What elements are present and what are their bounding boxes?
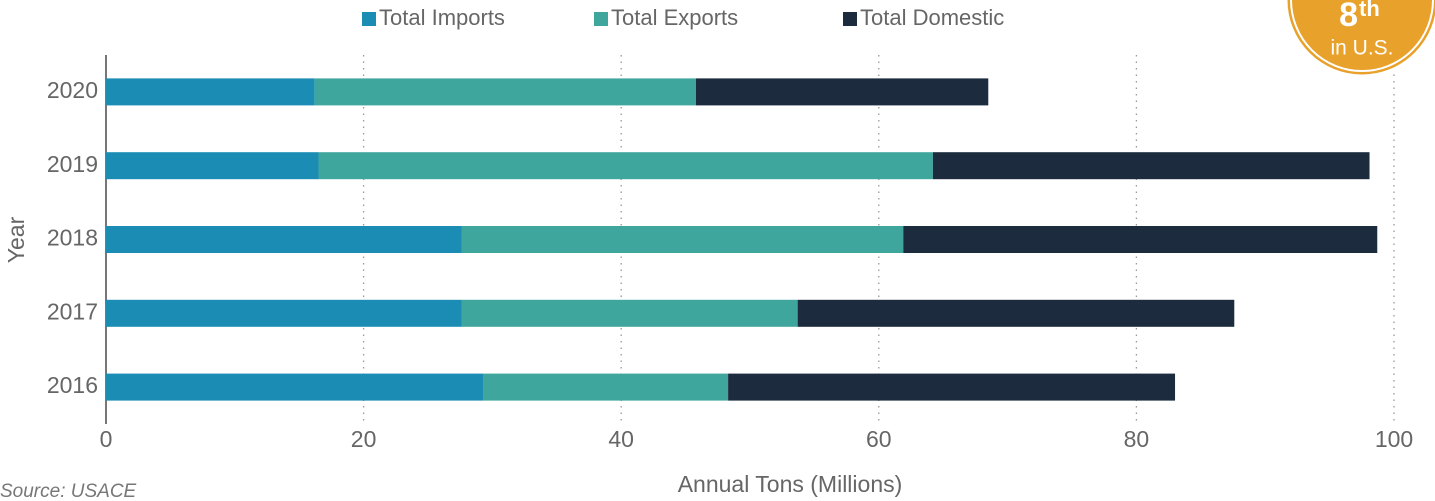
bar-segment xyxy=(461,299,798,327)
y-tick-label: 2018 xyxy=(47,225,98,251)
bar-segment xyxy=(318,152,933,180)
y-tick-label: 2016 xyxy=(47,372,98,398)
legend-swatch xyxy=(594,12,608,26)
y-tick-label: 2020 xyxy=(47,77,98,103)
legend-label: Total Exports xyxy=(611,5,738,30)
x-tick-label: 60 xyxy=(866,426,892,452)
x-tick-label: 40 xyxy=(608,426,634,452)
badge-circle xyxy=(1284,0,1435,78)
bar-segment xyxy=(728,373,1176,401)
x-axis-label: Annual Tons (Millions) xyxy=(678,471,903,497)
bar-segment xyxy=(903,226,1378,253)
badge-ring xyxy=(1290,0,1434,72)
badge: 8 th in U.S. xyxy=(1284,0,1435,78)
x-tick-label: 0 xyxy=(100,426,113,452)
bar-segment xyxy=(483,373,729,401)
bar-segment xyxy=(314,78,696,106)
bar-segment xyxy=(461,226,904,253)
bar-segment xyxy=(106,152,319,180)
y-tick-label: 2017 xyxy=(47,298,98,324)
legend-label: Total Domestic xyxy=(860,5,1004,30)
badge-suffix: th xyxy=(1359,0,1380,21)
bar-segment xyxy=(106,299,462,327)
y-axis-label: Year xyxy=(3,216,29,263)
x-tick-label: 100 xyxy=(1375,426,1413,452)
bar-segment xyxy=(106,78,315,106)
x-tick-label: 80 xyxy=(1124,426,1150,452)
badge-rank: 8 xyxy=(1339,0,1358,34)
source-note: Source: USACE xyxy=(0,481,137,501)
badge-label: in U.S. xyxy=(1330,37,1393,60)
bar-segment xyxy=(797,299,1235,327)
x-tick-label: 20 xyxy=(351,426,377,452)
legend-swatch xyxy=(362,12,376,26)
bar-segment xyxy=(106,226,462,253)
y-tick-label: 2019 xyxy=(47,151,98,177)
legend-label: Total Imports xyxy=(379,5,505,30)
bar-segment xyxy=(106,373,484,401)
bar-segment xyxy=(932,152,1370,180)
bar-segment xyxy=(695,78,989,106)
legend-swatch xyxy=(843,12,857,26)
